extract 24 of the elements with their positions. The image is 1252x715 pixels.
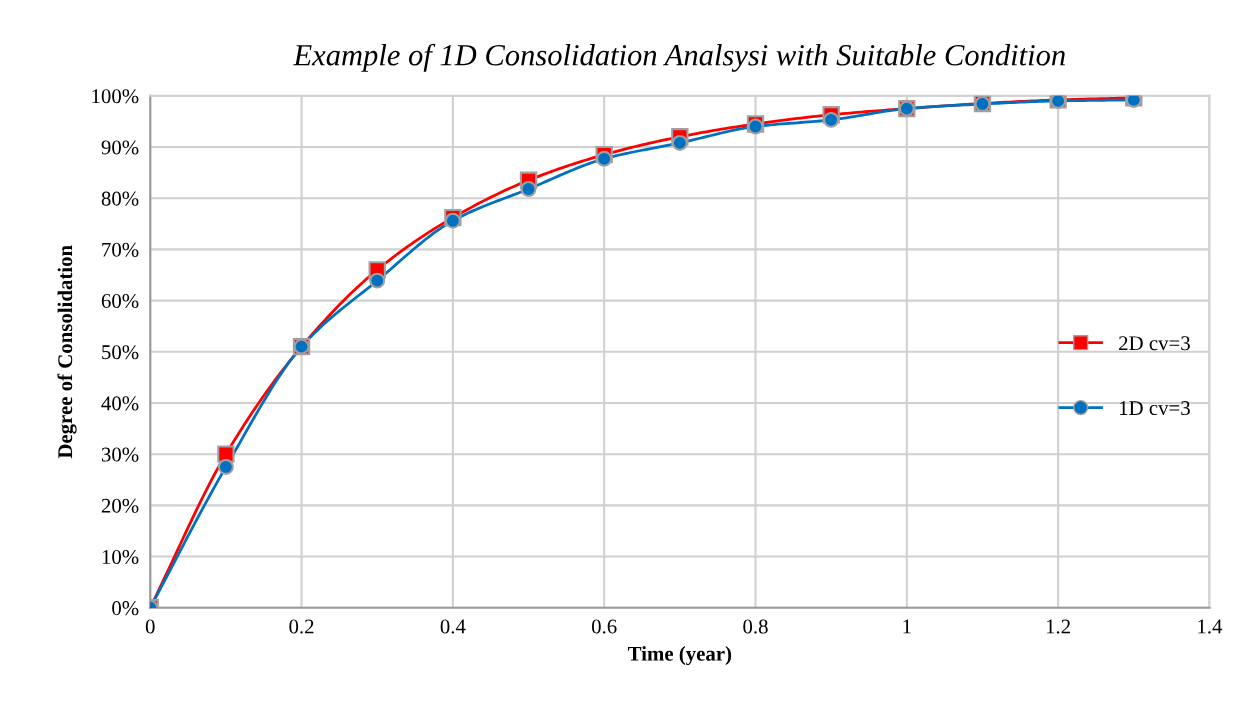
chart-title: Example of 1D Consolidation Analsysi with Suitable Condition <box>293 43 1065 72</box>
x-tick-label: 0.2 <box>289 619 314 634</box>
y-tick-label: 60% <box>101 293 139 309</box>
y-tick-label: 40% <box>101 396 139 411</box>
y-tick-label: 70% <box>102 242 139 257</box>
legend-label: 1D cv=3 <box>1120 401 1190 416</box>
y-tick-label: 100% <box>92 89 139 104</box>
y-tick-label: 90% <box>101 140 139 155</box>
y-tick-label: 10% <box>102 549 139 565</box>
x-tick-label: 1.2 <box>1046 619 1070 634</box>
y-tick-label: 0% <box>112 601 139 616</box>
x-tick-label: 1.4 <box>1198 619 1223 634</box>
x-tick-label: 0.6 <box>591 619 617 634</box>
y-tick-label: 20% <box>101 498 139 513</box>
x-tick-label: 0.4 <box>440 619 466 634</box>
y-tick-label: 50% <box>102 345 139 360</box>
y-tick-label: 30% <box>101 447 139 462</box>
x-tick-label: 0.8 <box>743 619 768 634</box>
x-tick-label: 1 <box>903 619 911 634</box>
y-tick-label: 80% <box>101 191 139 206</box>
x-axis-title: Time (year) <box>628 646 732 666</box>
y-axis-title: Degree of Consolidation <box>57 245 77 459</box>
legend-label: 2D cv=3 <box>1119 336 1190 351</box>
x-tick-label: 0 <box>145 619 155 634</box>
